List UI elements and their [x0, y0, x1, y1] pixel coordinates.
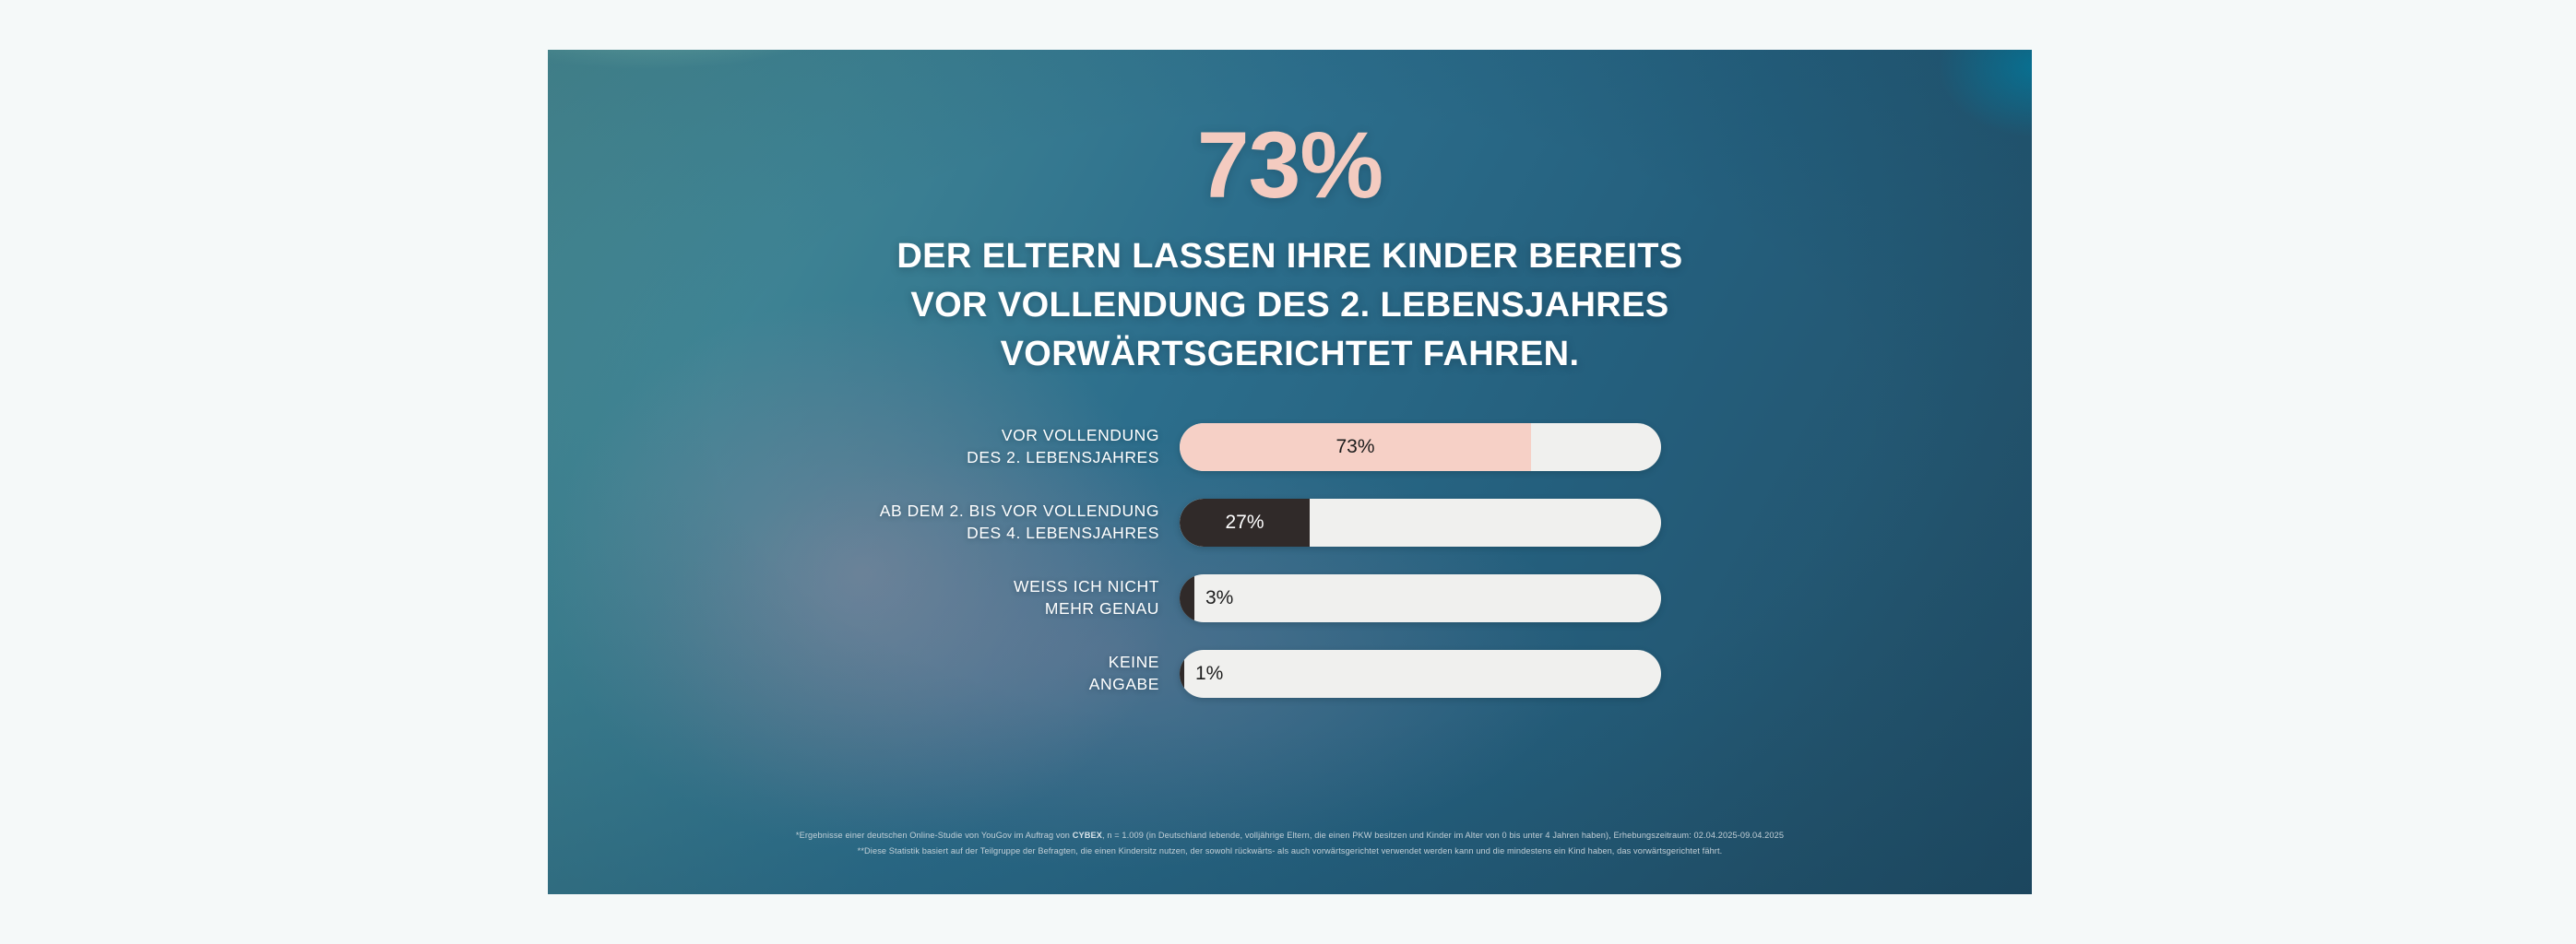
- bar-fill: [1180, 574, 1194, 622]
- bar-value-label: 27%: [1225, 512, 1264, 533]
- footnote-line-2: **Diese Statistik basiert auf der Teilgr…: [857, 845, 1723, 856]
- headline-line-3: VORWÄRTSGERICHTET FAHREN.: [1000, 334, 1580, 373]
- footnote-1-post: , n = 1.009 (in Deutschland lebende, vol…: [1101, 830, 1785, 840]
- footnote-brand: CYBEX: [1072, 830, 1102, 840]
- bar-label-line-1: KEINE: [1108, 653, 1159, 672]
- bar-value-label: 73%: [1335, 436, 1375, 457]
- bar-label-line-2: MEHR GENAU: [1044, 599, 1159, 618]
- bar-label-line-1: WEISS ICH NICHT: [1014, 577, 1159, 596]
- bar-row-label: KEINE ANGABE: [548, 652, 1180, 695]
- bar-label-line-2: DES 2. LEBENSJAHRES: [967, 448, 1159, 466]
- headline-line-2: VOR VOLLENDUNG DES 2. LEBENSJAHRES: [910, 285, 1669, 324]
- bar-fill: [1180, 499, 1310, 547]
- bar-fill: [1180, 650, 1184, 698]
- big-stat-value: 73%: [1196, 112, 1383, 218]
- bar-row: VOR VOLLENDUNG DES 2. LEBENSJAHRES 73%: [548, 422, 2032, 472]
- bar-track: 27%: [1180, 499, 1661, 547]
- bar-row-label: WEISS ICH NICHT MEHR GENAU: [548, 576, 1180, 620]
- bar-fill: [1180, 423, 1531, 471]
- bar-track: 3%: [1180, 574, 1661, 622]
- bar-row: AB DEM 2. BIS VOR VOLLENDUNG DES 4. LEBEN…: [548, 498, 2032, 548]
- footnotes: *Ergebnisse einer deutschen Online-Studi…: [548, 828, 2032, 859]
- bar-row-label: AB DEM 2. BIS VOR VOLLENDUNG DES 4. LEBEN…: [548, 501, 1180, 544]
- bar-value-label: 3%: [1205, 587, 1234, 608]
- bar-row: WEISS ICH NICHT MEHR GENAU 3%: [548, 573, 2032, 623]
- infographic-card: 73% DER ELTERN LASSEN IHRE KINDER BEREIT…: [548, 50, 2032, 894]
- card-content: 73% DER ELTERN LASSEN IHRE KINDER BEREIT…: [548, 50, 2032, 894]
- bar-chart: VOR VOLLENDUNG DES 2. LEBENSJAHRES 73% AB D…: [548, 422, 2032, 725]
- bar-track: 1%: [1180, 650, 1661, 698]
- headline-text: DER ELTERN LASSEN IHRE KINDER BEREITS VO…: [548, 232, 2032, 378]
- bar-value-label: 1%: [1195, 663, 1224, 684]
- headline-block: 73% DER ELTERN LASSEN IHRE KINDER BEREIT…: [548, 118, 2032, 378]
- bar-label-line-2: DES 4. LEBENSJAHRES: [967, 524, 1159, 542]
- bar-label-line-2: ANGABE: [1088, 675, 1159, 693]
- bar-track: 73%: [1180, 423, 1661, 471]
- bar-label-line-1: AB DEM 2. BIS VOR VOLLENDUNG: [879, 502, 1159, 521]
- headline-line-1: DER ELTERN LASSEN IHRE KINDER BEREITS: [896, 237, 1683, 276]
- footnote-1-pre: *Ergebnisse einer deutschen Online-Studi…: [795, 830, 1073, 840]
- bar-row: KEINE ANGABE 1%: [548, 649, 2032, 699]
- bar-label-line-1: VOR VOLLENDUNG: [1001, 426, 1159, 445]
- bar-row-label: VOR VOLLENDUNG DES 2. LEBENSJAHRES: [548, 425, 1180, 468]
- footnote-line-1: *Ergebnisse einer deutschen Online-Studi…: [548, 828, 2032, 844]
